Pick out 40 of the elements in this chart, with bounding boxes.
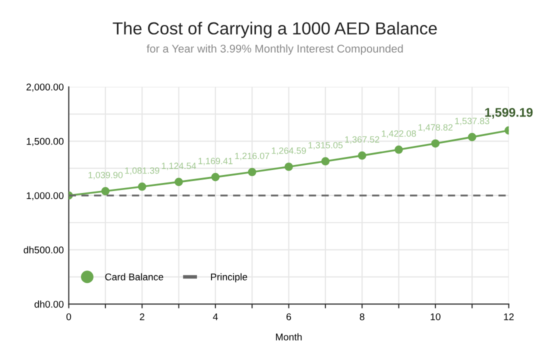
x-axis-title: Month: [276, 333, 302, 340]
y-tick-label: 1,000.00: [26, 192, 64, 200]
point: [284, 162, 293, 171]
x-tick-label: 10: [430, 313, 440, 320]
y-tick-label: 2,000.00: [26, 84, 64, 92]
data-label: 1,537.83: [455, 118, 490, 126]
data-label: 1,264.59: [272, 147, 306, 155]
x-tick-label: 12: [504, 313, 514, 320]
point: [358, 151, 366, 160]
data-label: 1,599.19: [485, 108, 533, 119]
data-label: 1,124.54: [162, 162, 196, 170]
data-label: 1,039.90: [88, 172, 123, 180]
legend-label: Card Balance: [105, 273, 164, 280]
x-tick-label: 4: [212, 313, 218, 320]
x-tick-label: 2: [140, 313, 144, 320]
y-tick-label: dh0.00: [34, 300, 64, 308]
chart-subtitle: for a Year with 3.99% Monthly Interest Compounded: [146, 44, 403, 55]
point: [138, 182, 146, 191]
data-label: 1,367.52: [345, 136, 380, 144]
point: [248, 168, 256, 176]
x-tick-label: 8: [360, 313, 364, 320]
point: [468, 132, 476, 142]
x-tick-label: 6: [286, 313, 292, 320]
point: [101, 186, 110, 196]
y-tick-label: dh500.00: [24, 246, 64, 254]
point: [174, 178, 183, 186]
data-label: 1,315.05: [308, 142, 343, 150]
data-label: 1,478.82: [418, 124, 453, 132]
data-label: 1,169.41: [198, 158, 233, 166]
point: [321, 157, 330, 166]
chart-title: The Cost of Carrying a 1000 AED Balance: [112, 22, 437, 38]
data-label: 1,422.08: [382, 130, 416, 138]
point: [211, 172, 220, 182]
x-tick-label: 0: [66, 313, 72, 320]
y-tick-label: 1,500.00: [26, 138, 64, 146]
point: [431, 139, 440, 148]
point: [394, 145, 403, 154]
data-label: 1,081.39: [125, 167, 160, 175]
legend-label: Principle: [211, 273, 248, 282]
data-label: 1,216.07: [235, 152, 270, 160]
